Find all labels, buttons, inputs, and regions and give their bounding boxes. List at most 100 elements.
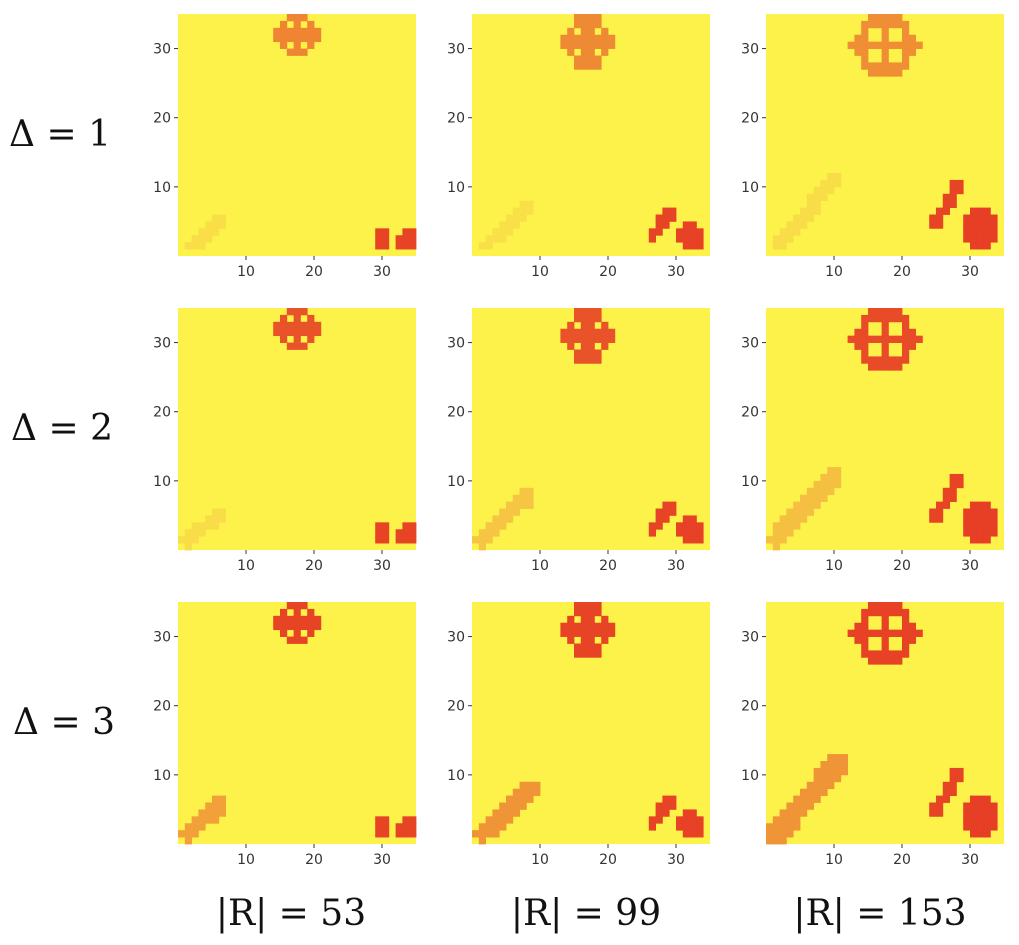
heatmap-cell [499, 802, 507, 810]
heatmap-cell [786, 235, 794, 243]
heatmap-cell [280, 41, 288, 49]
heatmap-cell [682, 529, 690, 537]
y-tick-label: 20 [741, 405, 759, 421]
heatmap-cell [574, 622, 582, 631]
heatmap-cell [478, 837, 486, 845]
heatmap-cell [847, 629, 855, 637]
heatmap-cell [963, 809, 971, 817]
heatmap-cell [587, 314, 595, 323]
heatmap-cell [786, 529, 794, 537]
heatmap-cell [655, 228, 663, 236]
heatmap-cell [512, 221, 520, 229]
heatmap-cell [881, 62, 889, 70]
heatmap-cell [205, 816, 213, 824]
heatmap-cell [881, 314, 889, 323]
heatmap-cell [908, 335, 916, 343]
col-label-r-53: |R| = 53 [216, 893, 366, 934]
heatmap-cell [949, 179, 957, 188]
heatmap-cell [307, 335, 315, 343]
heatmap-cell [936, 214, 944, 222]
heatmap-cell [212, 522, 220, 530]
heatmap-cell [198, 529, 206, 537]
heatmap-cell [874, 20, 882, 29]
heatmap-cell [990, 515, 998, 523]
heatmap-cell [970, 795, 978, 803]
heatmap-cell [567, 41, 575, 49]
heatmap-cell [293, 602, 301, 610]
heatmap-cell [574, 356, 582, 364]
heatmap-cell [963, 802, 971, 810]
heatmap-cell [813, 795, 821, 803]
heatmap-cell [881, 27, 889, 36]
heatmap-cell [587, 41, 595, 49]
heatmap-cell [594, 629, 602, 637]
heatmap-cell [205, 522, 213, 530]
heatmap-cell [655, 802, 663, 810]
heatmap-cell [526, 501, 534, 509]
heatmap-cell [594, 643, 602, 651]
col-label-r-153: |R| = 153 [793, 893, 966, 934]
x-tick-label: 10 [531, 264, 549, 280]
y-tick-label: 10 [153, 768, 171, 784]
heatmap-cell [178, 830, 186, 838]
heatmap-cell [854, 48, 862, 56]
heatmap-cell [198, 522, 206, 530]
heatmap-cell [191, 536, 199, 544]
heatmap-cell [608, 629, 616, 637]
heatmap-cell [608, 41, 616, 49]
heatmap-cell [976, 830, 984, 838]
heatmap-cell [902, 62, 910, 70]
heatmap-cell [280, 328, 288, 337]
heatmap-cell [772, 837, 780, 845]
heatmap-cell [409, 536, 417, 544]
heatmap-cell [280, 314, 288, 323]
heatmap-cell [212, 802, 220, 810]
heatmap-cell [594, 622, 602, 631]
heatmap-cell [806, 200, 814, 208]
heatmap-cell [806, 501, 814, 509]
heatmap-cell [300, 328, 308, 337]
heatmap-panel: 10 20 30 10 20 30 [741, 602, 1004, 868]
heatmap-cell [205, 228, 213, 236]
heatmap-cell [519, 487, 527, 496]
heatmap-cell [779, 235, 787, 243]
heatmap-cell [861, 55, 869, 63]
heatmap-cell [786, 823, 794, 831]
heatmap-cell [676, 522, 684, 530]
heatmap-cell [936, 515, 944, 523]
heatmap-cell [300, 615, 308, 624]
heatmap-cell [963, 522, 971, 530]
heatmap-cell [567, 48, 575, 56]
heatmap-cell [902, 643, 910, 651]
heatmap-cell [888, 608, 896, 617]
heatmap-cell [820, 781, 828, 790]
heatmap-cell [990, 228, 998, 236]
heatmap-cell [963, 529, 971, 537]
heatmap-cell [881, 629, 889, 637]
heatmap-cell [580, 321, 588, 330]
heatmap-cell [696, 536, 704, 544]
heatmap-cell [648, 235, 656, 243]
heatmap-cell [929, 802, 937, 810]
heatmap-cell [874, 650, 882, 658]
heatmap-cell [485, 529, 493, 537]
heatmap-cell [286, 14, 294, 22]
heatmap-cell [983, 529, 991, 537]
heatmap-cell [956, 767, 964, 776]
heatmap-cell [580, 643, 588, 651]
heatmap-cell [567, 622, 575, 631]
heatmap-cell [512, 501, 520, 509]
heatmap-cell [902, 34, 910, 43]
heatmap-cell [902, 356, 910, 364]
heatmap-cell [895, 335, 903, 343]
heatmap-cell [580, 608, 588, 617]
heatmap-cell [273, 321, 281, 330]
heatmap-cell [827, 774, 835, 783]
heatmap-cell [307, 608, 315, 617]
heatmap-cell [983, 823, 991, 831]
heatmap-cell [949, 767, 957, 776]
heatmap-cell [793, 228, 801, 236]
heatmap-cell [205, 809, 213, 817]
heatmap-cell [976, 242, 984, 250]
heatmap-cell [669, 508, 677, 516]
